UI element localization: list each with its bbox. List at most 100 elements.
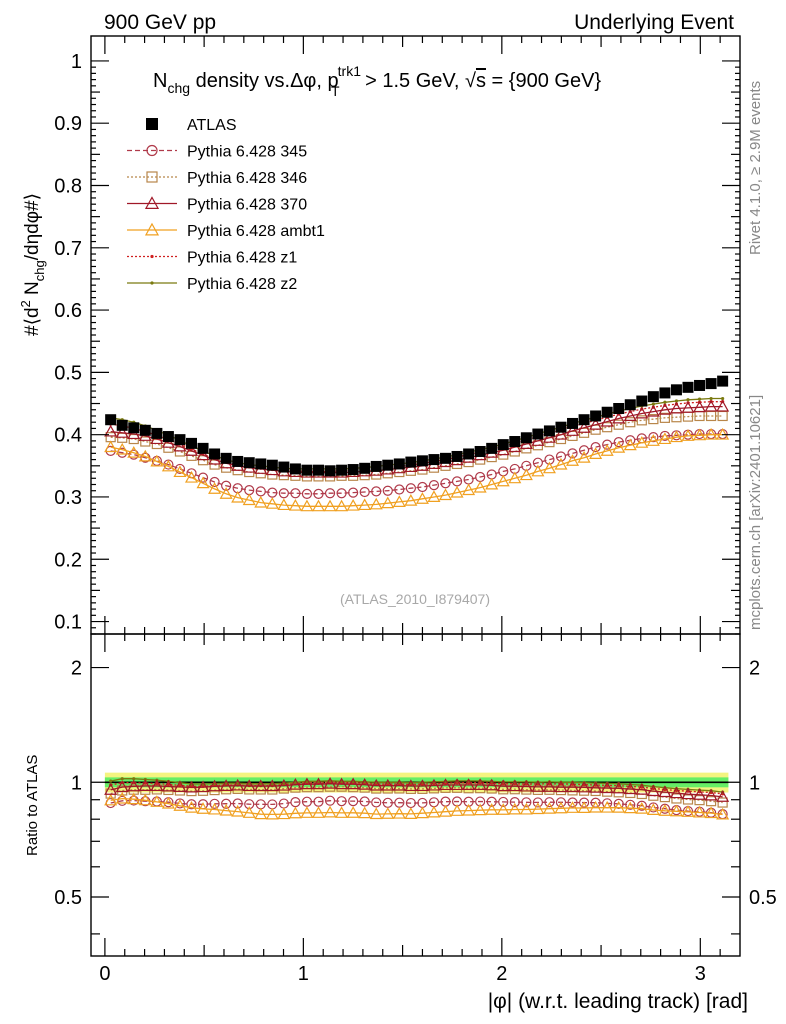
point-atlas bbox=[289, 463, 301, 475]
ratio-point-pythia-6-428-346 bbox=[682, 794, 694, 805]
point-pythia-6-428-ambt1 bbox=[381, 496, 395, 509]
point-pythia-6-428-345 bbox=[440, 478, 451, 489]
ratio-point-pythia-6-428-345 bbox=[232, 798, 243, 809]
point-pythia-6-428-ambt1 bbox=[392, 495, 406, 507]
ratio-point-pythia-6-428-345 bbox=[186, 799, 197, 810]
ratio-point-pythia-6-428-370 bbox=[485, 778, 499, 791]
ratio-point-pythia-6-428-ambt1 bbox=[392, 806, 406, 819]
point-pythia-6-428-370 bbox=[554, 427, 568, 440]
point-pythia-6-428-345 bbox=[417, 481, 428, 493]
title-cut: > 1.5 GeV, bbox=[360, 70, 465, 92]
point-atlas bbox=[590, 410, 602, 422]
point-pythia-6-428-345 bbox=[394, 484, 405, 495]
legend-marker-pythia-6-428-z2 bbox=[150, 281, 154, 285]
point-pythia-6-428-ambt1 bbox=[404, 493, 418, 506]
point-pythia-6-428-ambt1 bbox=[427, 490, 441, 502]
point-atlas bbox=[578, 414, 590, 426]
point-pythia-6-428-ambt1 bbox=[473, 480, 487, 493]
point-atlas bbox=[324, 465, 336, 477]
ratio-point-pythia-6-428-370 bbox=[542, 780, 556, 792]
ratio-point-pythia-6-428-370 bbox=[346, 777, 360, 790]
point-atlas bbox=[220, 452, 232, 464]
point-pythia-6-428-ambt1 bbox=[335, 499, 349, 512]
ratio-point-pythia-6-428-370 bbox=[589, 781, 603, 793]
point-atlas bbox=[347, 464, 359, 476]
point-atlas bbox=[232, 455, 244, 467]
point-pythia-6-428-ambt1 bbox=[358, 498, 372, 511]
point-pythia-6-428-ambt1 bbox=[693, 428, 707, 441]
legend-marker-pythia-6-428-370 bbox=[144, 196, 160, 209]
ratio-point-pythia-6-428-370 bbox=[473, 778, 487, 790]
ratio-point-pythia-6-428-370 bbox=[311, 777, 326, 790]
point-pythia-6-428-ambt1 bbox=[450, 485, 464, 498]
series-line-pythia-6-428-z1 bbox=[110, 401, 723, 473]
ratio-point-pythia-6-428-345 bbox=[475, 796, 486, 807]
point-pythia-6-428-370 bbox=[669, 401, 683, 414]
point-pythia-6-428-345 bbox=[348, 487, 359, 498]
main-y-tick-labels: 0.1 0.2 0.3 0.4 0.5 0.6 0.7 0.8 0.9 1 bbox=[54, 51, 82, 634]
point-pythia-6-428-ambt1 bbox=[208, 482, 222, 494]
ratio-point-pythia-6-428-370 bbox=[496, 779, 510, 792]
point-pythia-6-428-346 bbox=[648, 413, 659, 425]
point-atlas bbox=[428, 454, 440, 466]
ratio-point-pythia-6-428-ambt1 bbox=[542, 802, 556, 814]
ratio-point-pythia-6-428-ambt1 bbox=[346, 806, 360, 818]
point-atlas bbox=[717, 375, 729, 387]
ratio-y-tick-label-right: 0.5 bbox=[749, 887, 777, 909]
ratio-point-pythia-6-428-ambt1 bbox=[104, 793, 118, 806]
point-atlas bbox=[532, 428, 544, 440]
legend-item-pythia-6-428-z1: Pythia 6.428 z1 bbox=[127, 250, 297, 267]
ratio-point-pythia-6-428-370 bbox=[184, 780, 199, 793]
ratio-point-pythia-6-428-346 bbox=[705, 796, 717, 807]
point-pythia-6-428-ambt1 bbox=[669, 430, 683, 443]
point-pythia-6-428-370 bbox=[600, 414, 614, 427]
point-pythia-6-428-345 bbox=[313, 488, 324, 499]
ratio-point-pythia-6-428-346 bbox=[694, 795, 705, 806]
point-pythia-6-428-370 bbox=[681, 401, 695, 413]
main-y-tick-label: 0.2 bbox=[54, 549, 82, 571]
point-pythia-6-428-370 bbox=[173, 439, 187, 452]
legend-label: Pythia 6.428 ambt1 bbox=[187, 223, 325, 240]
point-pythia-6-428-ambt1 bbox=[438, 488, 453, 501]
title-energy: = {900 GeV} bbox=[486, 70, 601, 92]
header-left: 900 GeV pp bbox=[104, 11, 216, 34]
legend-marker-pythia-6-428-z1 bbox=[150, 254, 154, 259]
ratio-point-pythia-6-428-ambt1 bbox=[150, 795, 164, 807]
point-atlas bbox=[359, 462, 371, 474]
point-pythia-6-428-ambt1 bbox=[138, 449, 152, 462]
ratio-point-pythia-6-428-ambt1 bbox=[254, 807, 268, 820]
ratio-point-pythia-6-428-ambt1 bbox=[646, 803, 660, 815]
ratio-point-pythia-6-428-370 bbox=[381, 778, 395, 791]
ratio-point-pythia-6-428-370 bbox=[438, 778, 453, 791]
point-pythia-6-428-ambt1 bbox=[589, 447, 603, 459]
point-pythia-6-428-ambt1 bbox=[554, 457, 568, 470]
point-pythia-6-428-370 bbox=[115, 426, 129, 438]
ratio-point-pythia-6-428-370 bbox=[150, 779, 164, 792]
ratio-point-pythia-6-428-370 bbox=[392, 778, 406, 791]
chart-title: Nchg density vs.Δφ, ptrk1 T > 1.5 GeV, √s… bbox=[153, 63, 601, 99]
main-y-tick-label: 0.9 bbox=[54, 113, 82, 135]
ratio-point-pythia-6-428-ambt1 bbox=[184, 800, 199, 813]
point-atlas bbox=[682, 381, 694, 393]
point-atlas bbox=[185, 437, 197, 449]
legend-label: Pythia 6.428 345 bbox=[187, 144, 307, 161]
ratio-point-pythia-6-428-ambt1 bbox=[554, 801, 568, 814]
ratio-point-pythia-6-428-ambt1 bbox=[450, 804, 464, 816]
ratio-point-pythia-6-428-ambt1 bbox=[438, 804, 453, 817]
ratio-point-pythia-6-428-345 bbox=[498, 796, 509, 808]
point-pythia-6-428-z2 bbox=[686, 398, 690, 402]
ratio-point-pythia-6-428-ambt1 bbox=[704, 806, 718, 819]
ratio-point-pythia-6-428-ambt1 bbox=[404, 807, 418, 819]
ratio-point-pythia-6-428-ambt1 bbox=[115, 791, 129, 804]
point-pythia-6-428-370 bbox=[531, 434, 545, 446]
ratio-point-pythia-6-428-z2 bbox=[120, 777, 124, 781]
ratio-point-pythia-6-428-ambt1 bbox=[161, 796, 175, 809]
ratio-point-pythia-6-428-370 bbox=[531, 780, 545, 792]
point-atlas bbox=[647, 391, 659, 403]
point-pythia-6-428-345 bbox=[221, 480, 232, 491]
ratio-point-pythia-6-428-ambt1 bbox=[519, 802, 533, 815]
ratio-panel-frame bbox=[90, 633, 741, 957]
point-atlas bbox=[463, 448, 475, 460]
ratio-point-pythia-6-428-ambt1 bbox=[496, 803, 510, 815]
ratio-point-pythia-6-428-ambt1 bbox=[693, 805, 707, 818]
